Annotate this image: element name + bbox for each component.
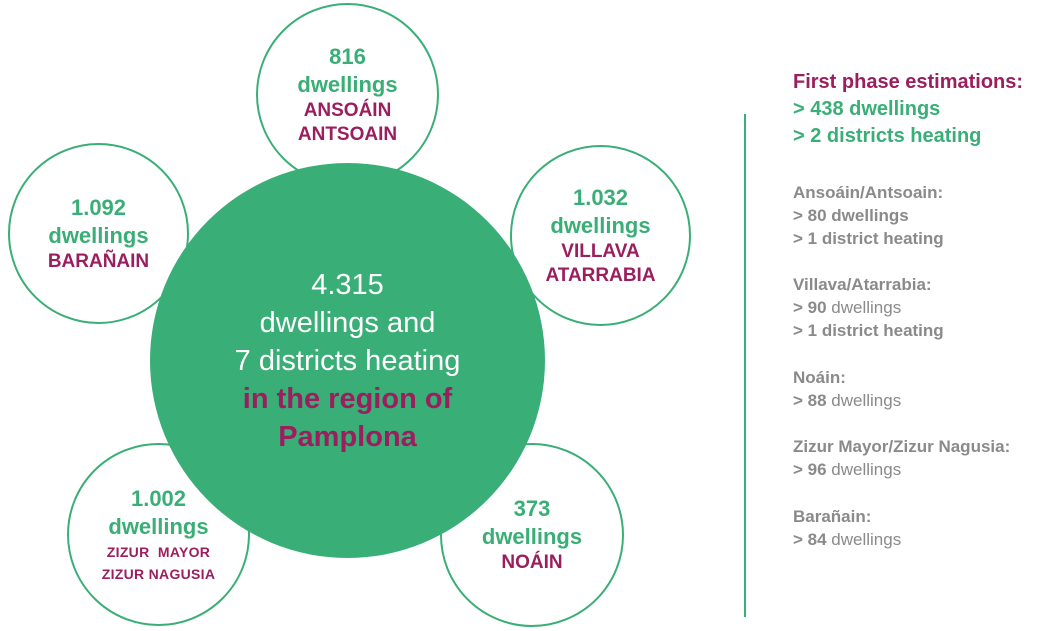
circle-pamplona-total: 4.315 dwellings and 7 districts heating … <box>150 163 545 558</box>
estimation-noain-name: Noáin: <box>793 368 846 387</box>
estimation-zizur-dwellings-unit: dwellings <box>826 460 902 479</box>
estimation-baranain-dwellings-value: > 84 <box>793 530 827 549</box>
estimation-villava-dwellings-unit: dwellings <box>826 298 902 317</box>
estimation-ansoain: Ansoáin/Antsoain: > 80 dwellings > 1 dis… <box>793 181 1038 250</box>
villava-place-2: ATARRABIA <box>545 264 656 286</box>
estimation-noain-dwellings-value: > 88 <box>793 391 827 410</box>
circle-zizur: 1.002 dwellings ZIZUR MAYOR ZIZUR NAGUSI… <box>67 443 250 626</box>
noain-place-1: NOÁIN <box>501 552 563 573</box>
estimation-villava: Villava/Atarrabia: > 90 dwellings > 1 di… <box>793 273 1038 342</box>
estimation-noain: Noáin: > 88 dwellings <box>793 366 1038 412</box>
estimation-villava-name: Villava/Atarrabia: <box>793 275 932 294</box>
ansoain-place-2: ANTSOAIN <box>297 123 398 145</box>
baranain-place-1: BARAÑAIN <box>47 250 150 272</box>
total-region-label: in the region of <box>242 382 453 415</box>
circle-baranain: 1.092 dwellings BARAÑAIN <box>8 143 189 324</box>
estimation-villava-dwellings: > 90 dwellings <box>793 296 1038 319</box>
zizur-unit: dwellings <box>108 513 209 539</box>
villava-unit: dwellings <box>550 212 651 238</box>
baranain-unit: dwellings <box>48 222 149 248</box>
total-region-name: Pamplona <box>278 420 417 453</box>
circle-ansoain: 816 dwellings ANSOÁIN ANTSOAIN <box>256 3 439 186</box>
zizur-place-2: ZIZUR NAGUSIA <box>101 565 216 582</box>
estimation-baranain-name: Barañain: <box>793 507 872 526</box>
first-phase-title: First phase estimations: <box>793 71 1024 93</box>
ansoain-value: 816 <box>329 43 366 69</box>
estimation-baranain-dwellings-unit: dwellings <box>826 530 902 549</box>
estimation-ansoain-heating: > 1 district heating <box>793 229 944 248</box>
villava-place-1: VILLAVA <box>561 240 640 262</box>
ansoain-unit: dwellings <box>297 71 398 97</box>
noain-unit: dwellings <box>481 524 583 549</box>
estimation-noain-dwellings-unit: dwellings <box>826 391 902 410</box>
estimation-villava-heating: > 1 district heating <box>793 321 944 340</box>
first-phase-summary: First phase estimations: > 438 dwellings… <box>793 68 1038 150</box>
total-line-dwellings: dwellings and <box>259 306 436 339</box>
villava-value: 1.032 <box>572 184 629 210</box>
first-phase-dwellings: > 438 dwellings <box>793 98 941 120</box>
total-dwellings-value: 4.315 <box>311 268 384 301</box>
estimation-villava-dwellings-value: > 90 <box>793 298 827 317</box>
estimation-zizur-name: Zizur Mayor/Zizur Nagusia: <box>793 437 1011 456</box>
zizur-place-1: ZIZUR MAYOR <box>106 543 211 560</box>
zizur-value: 1.002 <box>130 485 187 511</box>
circle-villava: 1.032 dwellings VILLAVA ATARRABIA <box>510 145 691 326</box>
estimation-zizur: Zizur Mayor/Zizur Nagusia: > 96 dwelling… <box>793 435 1038 481</box>
first-phase-heating: > 2 districts heating <box>793 125 982 147</box>
estimation-ansoain-dwellings: > 80 dwellings <box>793 206 909 225</box>
estimation-baranain-dwellings: > 84 dwellings <box>793 528 1038 551</box>
divider-line <box>744 114 746 617</box>
noain-value: 373 <box>513 496 551 521</box>
total-line-districts: 7 districts heating <box>234 344 461 377</box>
baranain-value: 1.092 <box>70 194 127 220</box>
estimation-zizur-dwellings-value: > 96 <box>793 460 827 479</box>
estimation-zizur-dwellings: > 96 dwellings <box>793 458 1038 481</box>
estimation-baranain: Barañain: > 84 dwellings <box>793 505 1038 551</box>
estimation-ansoain-name: Ansoáin/Antsoain: <box>793 183 944 202</box>
ansoain-place-1: ANSOÁIN <box>303 99 392 121</box>
estimation-noain-dwellings: > 88 dwellings <box>793 389 1038 412</box>
